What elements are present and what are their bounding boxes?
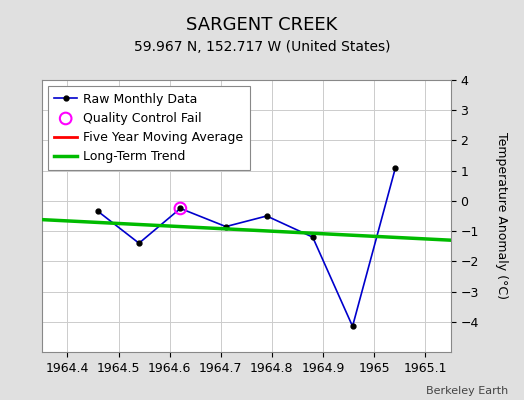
Text: Berkeley Earth: Berkeley Earth xyxy=(426,386,508,396)
Raw Monthly Data xyxy=(177,206,183,211)
Quality Control Fail xyxy=(176,205,184,212)
Text: 59.967 N, 152.717 W (United States): 59.967 N, 152.717 W (United States) xyxy=(134,40,390,54)
Raw Monthly Data xyxy=(350,324,356,329)
Raw Monthly Data xyxy=(310,235,316,240)
Raw Monthly Data xyxy=(95,209,101,214)
Raw Monthly Data xyxy=(136,241,142,246)
Raw Monthly Data xyxy=(223,224,229,229)
Text: SARGENT CREEK: SARGENT CREEK xyxy=(187,16,337,34)
Y-axis label: Temperature Anomaly (°C): Temperature Anomaly (°C) xyxy=(495,132,508,300)
Legend: Raw Monthly Data, Quality Control Fail, Five Year Moving Average, Long-Term Tren: Raw Monthly Data, Quality Control Fail, … xyxy=(48,86,249,170)
Raw Monthly Data xyxy=(392,165,399,170)
Line: Raw Monthly Data: Raw Monthly Data xyxy=(96,165,398,329)
Raw Monthly Data xyxy=(264,214,270,218)
